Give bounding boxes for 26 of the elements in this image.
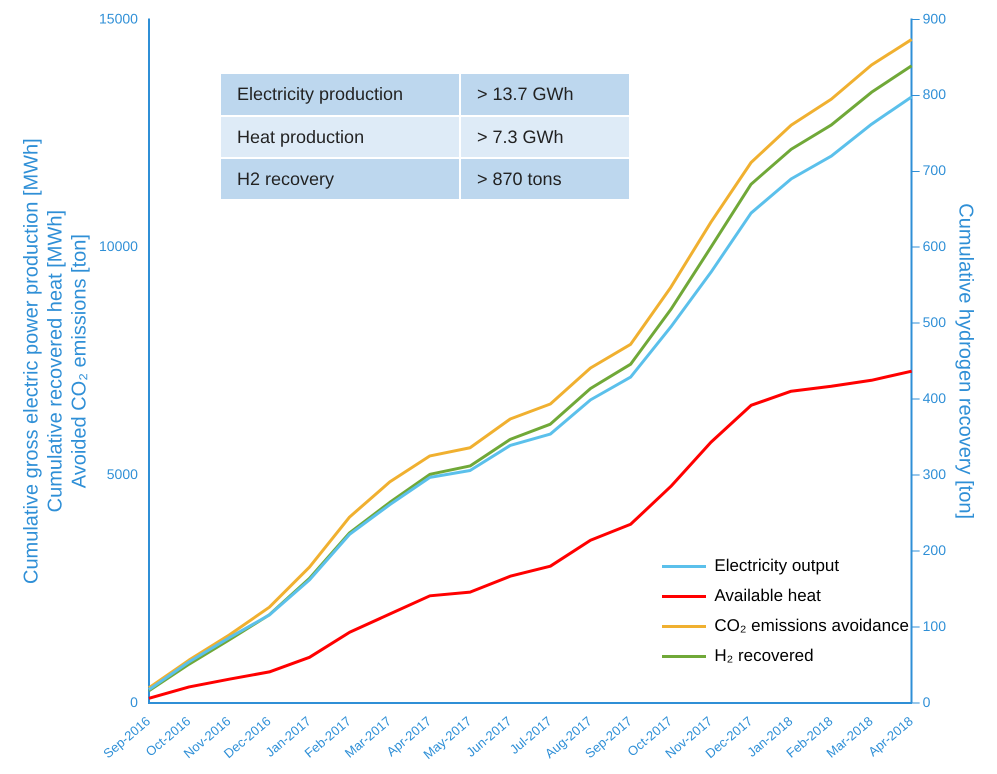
y2-tick-label: 500 bbox=[922, 314, 946, 330]
y2-axis-title: Cumulative hydrogen recovery [ton] bbox=[954, 203, 976, 520]
y2-tick-label: 800 bbox=[922, 86, 946, 102]
y2-tick-label: 700 bbox=[922, 162, 946, 178]
y2-tick-label: 100 bbox=[922, 618, 946, 634]
legend-label: Electricity output bbox=[714, 556, 840, 576]
y2-tick-label: 0 bbox=[922, 694, 931, 710]
legend-label: H₂ recovered bbox=[714, 646, 814, 666]
y-axis-title: Cumulative gross electric power production [MWh] Cumulative recovered heat [MWh] Avoided CO₂ emissions [ton] bbox=[20, 138, 91, 584]
y2-tick-label: 200 bbox=[922, 542, 946, 558]
y-tick-label: 0 bbox=[130, 694, 138, 710]
legend-label: Available heat bbox=[714, 586, 821, 606]
y2-tick-label: 300 bbox=[922, 466, 946, 482]
annotation: Electricity production bbox=[221, 74, 460, 116]
y-tick-label: 15000 bbox=[98, 10, 138, 26]
y-tick-label: 10000 bbox=[98, 238, 138, 254]
annotation: Heat production bbox=[221, 116, 460, 158]
annotation: > 7.3 GWh bbox=[460, 116, 629, 158]
y-tick-label: 5000 bbox=[106, 466, 138, 482]
annotation: > 13.7 GWh bbox=[460, 74, 629, 116]
y2-tick-label: 600 bbox=[922, 238, 946, 254]
annotation: H2 recovery bbox=[221, 158, 460, 200]
legend-label: CO₂ emissions avoidance bbox=[714, 616, 909, 636]
y2-tick-label: 400 bbox=[922, 390, 946, 406]
annotation: > 870 tons bbox=[460, 158, 629, 200]
y2-tick-label: 900 bbox=[922, 10, 946, 26]
